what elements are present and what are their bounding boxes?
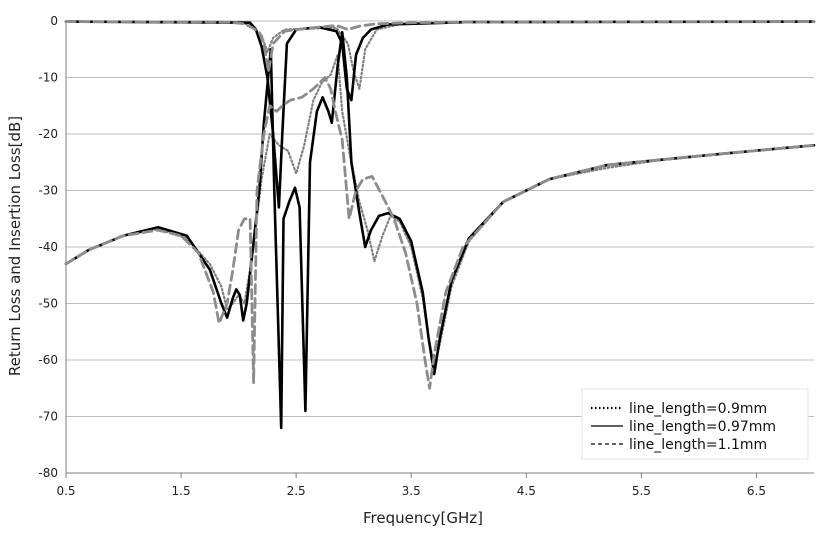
y-tick-label: -50	[38, 297, 58, 311]
y-tick-label: -20	[38, 127, 58, 141]
y-tick-labels: 0 -10 -20 -30 -40 -50 -60 -70 -80	[38, 14, 58, 480]
x-tick-label: 2.5	[287, 484, 306, 498]
x-tick-labels: 0.5 1.5 2.5 3.5 4.5 5.5 6.5	[56, 484, 766, 498]
x-axis-title: Frequency[GHz]	[363, 509, 483, 527]
y-tick-label: -70	[38, 410, 58, 424]
y-tick-label: 0	[50, 14, 58, 28]
y-tick-label: -40	[38, 240, 58, 254]
series-2-curve-1	[64, 20, 816, 74]
x-tick-label: 4.5	[517, 484, 536, 498]
legend-label-2: line_length=1.1mm	[629, 437, 767, 453]
x-tick-label: 1.5	[172, 484, 191, 498]
series-0-curve-0	[64, 53, 816, 367]
x-tick-label: 0.5	[56, 484, 75, 498]
axes	[65, 21, 814, 478]
series-1-curve-0	[64, 30, 816, 430]
y-tick-label: -60	[38, 353, 58, 367]
legend-label-0: line_length=0.9mm	[629, 401, 767, 417]
legend: line_length=0.9mm line_length=0.97mm lin…	[581, 388, 809, 460]
x-tick-label: 5.5	[632, 484, 651, 498]
series-2-curve-0	[64, 76, 816, 390]
legend-label-1: line_length=0.97mm	[629, 419, 776, 435]
legend-box	[581, 388, 809, 460]
x-tick-label: 6.5	[747, 484, 766, 498]
y-tick-label: -30	[38, 184, 58, 198]
y-tick-label: -80	[38, 466, 58, 480]
series-lines	[64, 20, 816, 430]
y-axis-title: Return Loss and Insertion Loss[dB]	[6, 116, 24, 376]
y-tick-label: -10	[38, 71, 58, 85]
x-tick-label: 3.5	[402, 484, 421, 498]
